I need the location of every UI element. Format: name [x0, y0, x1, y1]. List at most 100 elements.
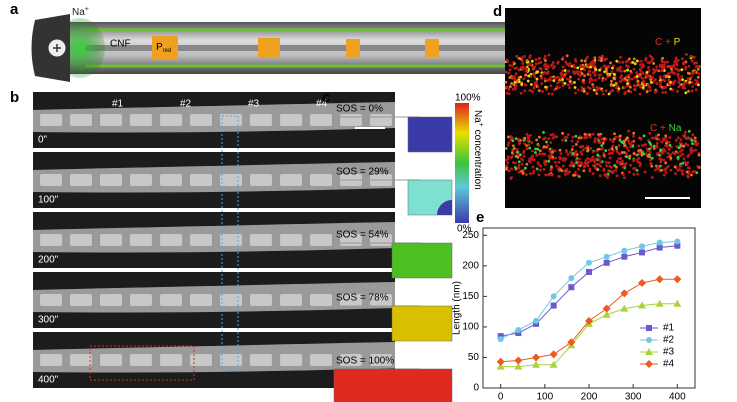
- element-dot: [586, 164, 590, 168]
- element-dot: [648, 54, 652, 58]
- segment: [310, 234, 332, 246]
- element-dot: [594, 68, 598, 71]
- element-dot: [576, 140, 580, 143]
- element-dot: [515, 54, 519, 58]
- marker: [550, 302, 557, 309]
- element-dot: [676, 156, 680, 160]
- element-dot: [514, 87, 517, 91]
- element-dot: [507, 169, 511, 173]
- element-dot: [520, 56, 524, 60]
- element-dot: [645, 75, 649, 79]
- element-dot: [566, 83, 570, 87]
- marker: [603, 259, 610, 266]
- element-dot: [597, 141, 601, 145]
- element-dot: [530, 141, 534, 145]
- marker: [532, 353, 540, 362]
- element-dot: [511, 144, 515, 148]
- particle-state: [391, 242, 453, 279]
- element-dot: [524, 73, 528, 77]
- element-dot: [666, 151, 670, 155]
- element-dot: [647, 69, 651, 73]
- element-dot: [659, 80, 663, 84]
- element-dot: [565, 54, 569, 58]
- element-dot: [660, 140, 664, 144]
- element-dot: [677, 68, 681, 72]
- particle-label: #1: [112, 99, 124, 110]
- element-dot: [632, 131, 636, 135]
- element-dot: [690, 81, 694, 84]
- y-tick-label: 50: [468, 352, 480, 363]
- element-dot: [558, 86, 561, 89]
- element-dot: [623, 176, 626, 180]
- p-particle: [425, 39, 439, 57]
- element-dot: [591, 71, 595, 74]
- element-dot: [533, 81, 537, 85]
- element-dot: [574, 59, 578, 63]
- element-dot: [549, 133, 553, 137]
- element-dot: [612, 72, 616, 76]
- element-dot: [527, 74, 531, 78]
- segment: [130, 294, 152, 306]
- element-dot: [636, 72, 639, 76]
- element-dot: [677, 77, 681, 80]
- element-dot: [583, 136, 587, 140]
- element-dot: [693, 136, 697, 140]
- element-dot: [687, 89, 690, 93]
- element-dot: [691, 142, 694, 146]
- element-dot: [564, 138, 568, 142]
- element-dot: [586, 156, 590, 160]
- element-dot: [635, 59, 639, 63]
- segment: [70, 174, 92, 186]
- colorbar-max: 100%: [455, 93, 481, 104]
- element-dot: [600, 137, 604, 141]
- element-dot: [628, 170, 631, 174]
- element-dot: [626, 68, 629, 72]
- element-dot: [506, 135, 510, 139]
- marker: [497, 336, 504, 343]
- segment: [100, 234, 122, 246]
- segment: [280, 354, 302, 366]
- element-dot: [561, 131, 564, 135]
- element-dot: [689, 75, 693, 79]
- element-dot: [525, 59, 529, 62]
- element-dot: [638, 73, 642, 77]
- element-dot: [677, 146, 681, 150]
- element-dot: [617, 157, 621, 161]
- element-dot: [517, 160, 521, 164]
- element-dot: [562, 75, 566, 79]
- roi-box: [89, 345, 195, 381]
- series-line: [500, 303, 678, 368]
- element-dot: [557, 175, 561, 178]
- element-dot: [535, 77, 539, 81]
- element-dot: [565, 168, 569, 171]
- element-dot: [696, 164, 700, 168]
- element-dot: [591, 132, 595, 136]
- element-dot: [643, 82, 647, 86]
- segment: [310, 354, 332, 366]
- element-dot: [554, 156, 558, 160]
- element-dot: [580, 72, 584, 75]
- marker: [585, 316, 593, 325]
- element-dot: [517, 68, 521, 72]
- marker: [533, 320, 539, 327]
- element-dot: [671, 151, 675, 155]
- element-dot: [665, 74, 669, 78]
- element-dot: [583, 68, 587, 72]
- element-dot: [649, 78, 653, 82]
- element-dot: [574, 149, 578, 153]
- element-dot: [504, 147, 508, 150]
- element-dot: [632, 167, 636, 170]
- element-dot: [680, 68, 684, 72]
- element-dot: [691, 71, 695, 75]
- particle-state: [407, 116, 453, 153]
- element-dot: [665, 141, 668, 145]
- element-dot: [588, 135, 592, 139]
- element-dot: [532, 169, 536, 173]
- segment: [310, 174, 332, 186]
- panel-label: c: [322, 89, 330, 106]
- element-dot: [525, 162, 529, 166]
- element-dot: [629, 69, 633, 73]
- element-dot: [608, 164, 612, 168]
- element-dot: [521, 65, 525, 69]
- element-dot: [676, 169, 680, 172]
